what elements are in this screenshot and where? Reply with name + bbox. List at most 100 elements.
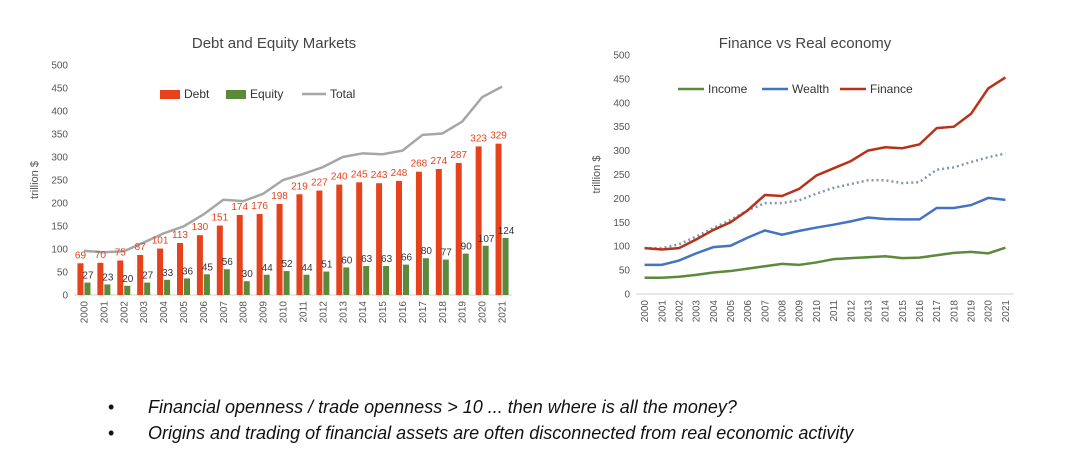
debt-bar: [157, 248, 164, 295]
y-tick-label: 50: [57, 268, 69, 279]
y-tick-label: 200: [51, 199, 68, 210]
bullet-text: Origins and trading of financial assets …: [148, 423, 854, 443]
debt-data-label: 198: [271, 191, 288, 202]
x-tick-label: 2010: [279, 301, 290, 324]
x-tick-label: 2002: [674, 300, 685, 323]
debt-bar: [475, 146, 482, 295]
x-tick-label: 2004: [709, 300, 720, 323]
x-tick-label: 2021: [498, 301, 509, 324]
income-line: [644, 246, 1006, 279]
debt-data-label: 219: [291, 181, 308, 192]
equity-data-label: 77: [441, 248, 453, 259]
y-tick-label: 500: [51, 61, 68, 72]
x-tick-label: 2016: [915, 300, 926, 323]
equity-data-label: 33: [162, 268, 174, 279]
x-tick-label: 2015: [898, 300, 909, 323]
debt-bar: [455, 162, 462, 295]
debt-bar: [296, 194, 303, 295]
legend-label-finance: Finance: [870, 82, 913, 96]
x-tick-label: 2010: [812, 300, 823, 323]
x-tick-label: 2020: [984, 300, 995, 323]
debt-bar: [216, 225, 223, 295]
wealth-line: [644, 196, 1006, 267]
x-tick-label: 2000: [79, 301, 90, 324]
x-tick-label: 2018: [949, 300, 960, 323]
equity-bar: [164, 279, 171, 295]
equity-bar: [124, 285, 131, 295]
equity-data-label: 124: [498, 226, 515, 237]
debt-data-label: 245: [351, 169, 368, 180]
bullet-list: • Financial openness / trade openness > 1…: [108, 394, 853, 446]
equity-data-label: 107: [478, 234, 495, 245]
x-tick-label: 2019: [967, 300, 978, 323]
debt-data-label: 243: [371, 170, 388, 181]
legend-label-total: Total: [330, 87, 355, 101]
x-tick-label: 2016: [398, 301, 409, 324]
equity-data-label: 51: [321, 260, 333, 271]
y-tick-label: 300: [51, 153, 68, 164]
y-tick-label: 0: [62, 291, 68, 302]
x-tick-label: 2018: [438, 301, 449, 324]
bullet-text: Financial openness / trade openness > 10…: [148, 397, 737, 417]
x-tick-label: 2012: [318, 301, 329, 324]
y-tick-label: 250: [613, 170, 630, 181]
x-tick-label: 2013: [863, 300, 874, 323]
equity-data-label: 20: [122, 274, 134, 285]
x-tick-label: 2011: [298, 301, 309, 323]
equity-data-label: 80: [421, 246, 433, 257]
y-tick-label: 350: [51, 130, 68, 141]
x-tick-label: 2001: [99, 301, 110, 324]
equity-bar: [482, 245, 489, 295]
bullet-item: • Origins and trading of financial assets…: [108, 420, 853, 446]
bullet-item: • Financial openness / trade openness > 1…: [108, 394, 853, 420]
x-tick-label: 2002: [119, 301, 130, 324]
equity-bar: [303, 274, 310, 295]
debt-bar: [177, 243, 183, 295]
x-tick-label: 2009: [795, 300, 806, 323]
debt-bar: [276, 203, 283, 295]
x-tick-label: 2000: [640, 300, 651, 323]
equity-bar: [343, 267, 350, 295]
equity-data-label: 56: [222, 257, 234, 268]
equity-data-label: 60: [341, 255, 353, 266]
y-tick-label: 150: [51, 222, 68, 233]
x-tick-label: 2020: [478, 301, 489, 324]
y-axis-label: trillion $: [591, 156, 603, 194]
debt-data-label: 287: [450, 150, 467, 161]
legend-swatch-debt: [160, 90, 180, 99]
legend-label-equity: Equity: [250, 87, 283, 101]
equity-bar: [422, 258, 429, 295]
debt-data-label: 227: [311, 178, 328, 189]
equity-data-label: 27: [142, 271, 154, 282]
debt-bar: [396, 180, 402, 295]
chart-title: Debt and Equity Markets: [192, 35, 356, 52]
y-tick-label: 450: [613, 74, 630, 85]
equity-bar: [363, 266, 370, 295]
equity-data-label: 23: [102, 272, 114, 283]
y-tick-label: 100: [51, 245, 68, 256]
y-tick-label: 300: [613, 146, 630, 157]
debt-bar: [336, 184, 343, 295]
debt-data-label: 87: [135, 242, 147, 253]
x-tick-label: 2021: [1001, 300, 1012, 323]
x-tick-label: 2019: [458, 301, 469, 324]
debt-data-label: 176: [251, 201, 268, 212]
x-tick-label: 2008: [778, 300, 789, 323]
x-tick-label: 2007: [760, 300, 771, 323]
debt-data-label: 240: [331, 172, 348, 183]
debt-bar: [196, 235, 203, 295]
y-tick-label: 100: [613, 242, 630, 253]
finance-line: [644, 76, 1007, 251]
bullet-symbol: •: [108, 423, 115, 443]
debt-bar: [77, 263, 84, 295]
x-tick-label: 2004: [159, 301, 170, 324]
equity-data-label: 45: [202, 262, 214, 273]
equity-data-label: 66: [401, 253, 413, 264]
x-tick-label: 2013: [338, 301, 349, 324]
debt-data-label: 268: [411, 159, 428, 170]
equity-data-label: 36: [182, 266, 194, 277]
x-tick-label: 2008: [239, 301, 250, 324]
x-tick-label: 2017: [418, 301, 429, 324]
equity-data-label: 44: [262, 263, 274, 274]
finance-real-chart: Finance vs Real economy 0 50 100 150 200 250 30…: [591, 35, 1014, 323]
